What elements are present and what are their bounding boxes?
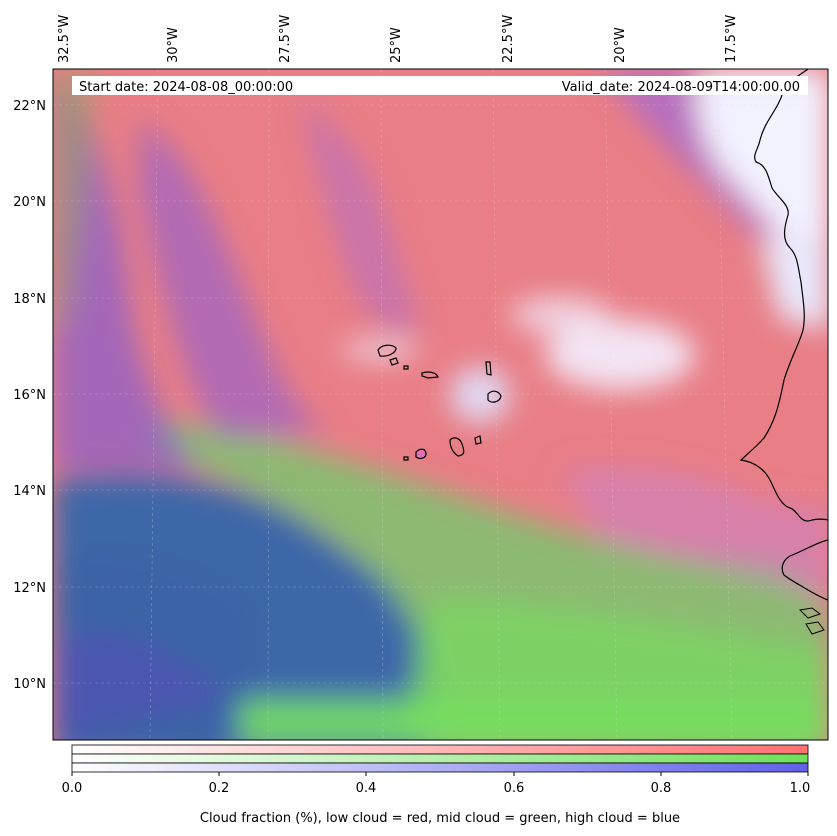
lon-label: 30°W [166, 27, 181, 63]
colorbar-low-cloud [71, 744, 809, 755]
longitude-labels: 32.5°W 30°W 27.5°W 25°W 22.5°W 20°W 17.5… [57, 15, 739, 63]
colorbar: 0.0 0.2 0.4 0.6 0.8 1.0 Cloud fraction (… [62, 744, 811, 826]
date-header-box [72, 76, 808, 95]
lon-label: 22.5°W [501, 15, 516, 63]
lon-label: 17.5°W [724, 15, 739, 63]
lat-label: 12°N [13, 581, 46, 596]
lat-label: 16°N [13, 388, 46, 403]
colorbar-tick-label: 0.0 [62, 781, 83, 796]
lat-label: 14°N [13, 484, 46, 499]
colorbar-tick-label: 0.8 [651, 781, 672, 796]
africa-coastline [739, 69, 828, 522]
colorbar-label: Cloud fraction (%), low cloud = red, mid… [200, 811, 680, 826]
colorbar-tick-label: 0.6 [504, 781, 525, 796]
lon-label: 25°W [389, 27, 404, 63]
colorbar-high-cloud [71, 762, 809, 773]
map-panel: Start date: 2024-08-08_00:00:00 Valid_da… [53, 69, 828, 740]
colorbar-tick-label: 1.0 [790, 781, 811, 796]
lat-label: 10°N [13, 677, 46, 692]
colorbar-tick-label: 0.2 [209, 781, 230, 796]
cape-verde-islands [377, 344, 502, 461]
lon-label: 20°W [613, 27, 628, 63]
valid-date-text: Valid_date: 2024-08-09T14:00:00.00 [562, 80, 800, 95]
lon-label: 27.5°W [278, 15, 293, 63]
lon-label: 32.5°W [57, 15, 72, 63]
start-date-text: Start date: 2024-08-08_00:00:00 [79, 80, 293, 95]
lat-label: 18°N [13, 292, 46, 307]
lat-label: 22°N [13, 99, 46, 114]
africa-coastline-south [781, 539, 828, 601]
colorbar-mid-cloud [71, 753, 809, 764]
colorbar-tick-label: 0.4 [356, 781, 377, 796]
lat-label: 20°N [13, 195, 46, 210]
latitude-labels: 22°N 20°N 18°N 16°N 14°N 12°N 10°N [13, 99, 46, 692]
